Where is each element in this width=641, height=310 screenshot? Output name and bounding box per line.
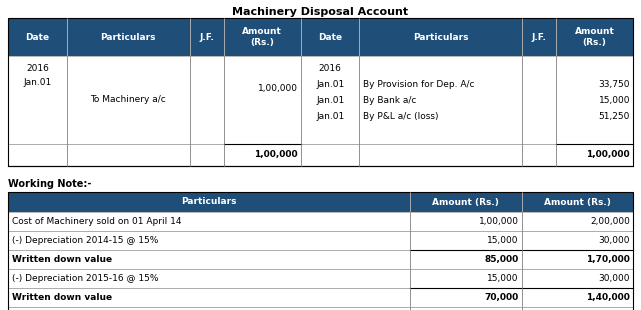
- Bar: [410, 288, 522, 307]
- Bar: [522, 18, 556, 56]
- Bar: [410, 269, 522, 288]
- Text: Written down value: Written down value: [12, 293, 112, 302]
- Text: 1,00,000: 1,00,000: [258, 84, 297, 93]
- Text: Working Note:-: Working Note:-: [8, 179, 92, 189]
- Bar: [8, 192, 410, 212]
- Text: 51,250: 51,250: [599, 112, 630, 121]
- Bar: [301, 56, 360, 144]
- Bar: [8, 144, 67, 166]
- Text: Machinery Disposal Account: Machinery Disposal Account: [233, 7, 408, 17]
- Text: Particulars: Particulars: [181, 197, 237, 206]
- Text: Date: Date: [318, 33, 342, 42]
- Text: Amount (Rs.): Amount (Rs.): [433, 197, 499, 206]
- Text: 1,00,000: 1,00,000: [254, 150, 297, 160]
- Text: 33,750: 33,750: [599, 80, 630, 89]
- Text: 2,00,000: 2,00,000: [590, 217, 630, 226]
- Bar: [190, 144, 224, 166]
- Bar: [360, 18, 522, 56]
- Text: Particulars: Particulars: [101, 33, 156, 42]
- Text: 1,00,000: 1,00,000: [479, 217, 519, 226]
- Bar: [410, 307, 522, 310]
- Text: Cost of Machinery sold on 01 April 14: Cost of Machinery sold on 01 April 14: [12, 217, 181, 226]
- Bar: [8, 269, 410, 288]
- Bar: [410, 231, 522, 250]
- Text: To Machinery a/c: To Machinery a/c: [90, 95, 166, 104]
- Bar: [67, 18, 190, 56]
- Bar: [224, 144, 301, 166]
- Text: 1,40,000: 1,40,000: [586, 293, 630, 302]
- Text: Particulars: Particulars: [413, 33, 469, 42]
- Text: Jan.01: Jan.01: [316, 80, 344, 89]
- Bar: [522, 192, 633, 212]
- Text: 2016: 2016: [26, 64, 49, 73]
- Bar: [522, 250, 633, 269]
- Bar: [410, 192, 522, 212]
- Text: 1,00,000: 1,00,000: [587, 150, 630, 160]
- Bar: [360, 56, 522, 144]
- Bar: [360, 144, 522, 166]
- Text: 1,70,000: 1,70,000: [586, 255, 630, 264]
- Bar: [8, 56, 67, 144]
- Text: 30,000: 30,000: [599, 274, 630, 283]
- Bar: [8, 18, 67, 56]
- Bar: [410, 212, 522, 231]
- Text: 85,000: 85,000: [485, 255, 519, 264]
- Text: 15,000: 15,000: [487, 236, 519, 245]
- Bar: [522, 231, 633, 250]
- Text: 30,000: 30,000: [599, 236, 630, 245]
- Text: Amount (Rs.): Amount (Rs.): [544, 197, 611, 206]
- Bar: [301, 18, 360, 56]
- Text: Jan.01: Jan.01: [316, 112, 344, 121]
- Text: Jan.01: Jan.01: [316, 96, 344, 105]
- Bar: [8, 18, 633, 166]
- Text: Jan.01: Jan.01: [23, 78, 51, 87]
- Text: By Bank a/c: By Bank a/c: [363, 96, 417, 105]
- Text: (-) Depreciation 2014-15 @ 15%: (-) Depreciation 2014-15 @ 15%: [12, 236, 158, 245]
- Text: Written down value: Written down value: [12, 255, 112, 264]
- Bar: [8, 288, 410, 307]
- Bar: [522, 288, 633, 307]
- Text: J.F.: J.F.: [531, 33, 546, 42]
- Bar: [67, 144, 190, 166]
- Text: Date: Date: [25, 33, 49, 42]
- Text: 2016: 2016: [319, 64, 342, 73]
- Text: J.F.: J.F.: [199, 33, 214, 42]
- Bar: [556, 18, 633, 56]
- Bar: [67, 56, 190, 144]
- Bar: [522, 307, 633, 310]
- Bar: [410, 250, 522, 269]
- Bar: [522, 269, 633, 288]
- Text: Amount
(Rs.): Amount (Rs.): [574, 27, 615, 47]
- Text: 15,000: 15,000: [599, 96, 630, 105]
- Bar: [8, 307, 410, 310]
- Text: By P&L a/c (loss): By P&L a/c (loss): [363, 112, 439, 121]
- Bar: [224, 18, 301, 56]
- Bar: [301, 144, 360, 166]
- Bar: [190, 18, 224, 56]
- Text: (-) Depreciation 2015-16 @ 15%: (-) Depreciation 2015-16 @ 15%: [12, 274, 158, 283]
- Bar: [522, 212, 633, 231]
- Bar: [556, 144, 633, 166]
- Bar: [190, 56, 224, 144]
- Text: By Provision for Dep. A/c: By Provision for Dep. A/c: [363, 80, 475, 89]
- Text: 70,000: 70,000: [485, 293, 519, 302]
- Bar: [522, 144, 556, 166]
- Bar: [556, 56, 633, 144]
- Bar: [8, 250, 410, 269]
- Text: Amount
(Rs.): Amount (Rs.): [242, 27, 282, 47]
- Bar: [8, 192, 633, 310]
- Text: 15,000: 15,000: [487, 274, 519, 283]
- Bar: [224, 56, 301, 144]
- Bar: [8, 212, 410, 231]
- Bar: [8, 231, 410, 250]
- Bar: [522, 56, 556, 144]
